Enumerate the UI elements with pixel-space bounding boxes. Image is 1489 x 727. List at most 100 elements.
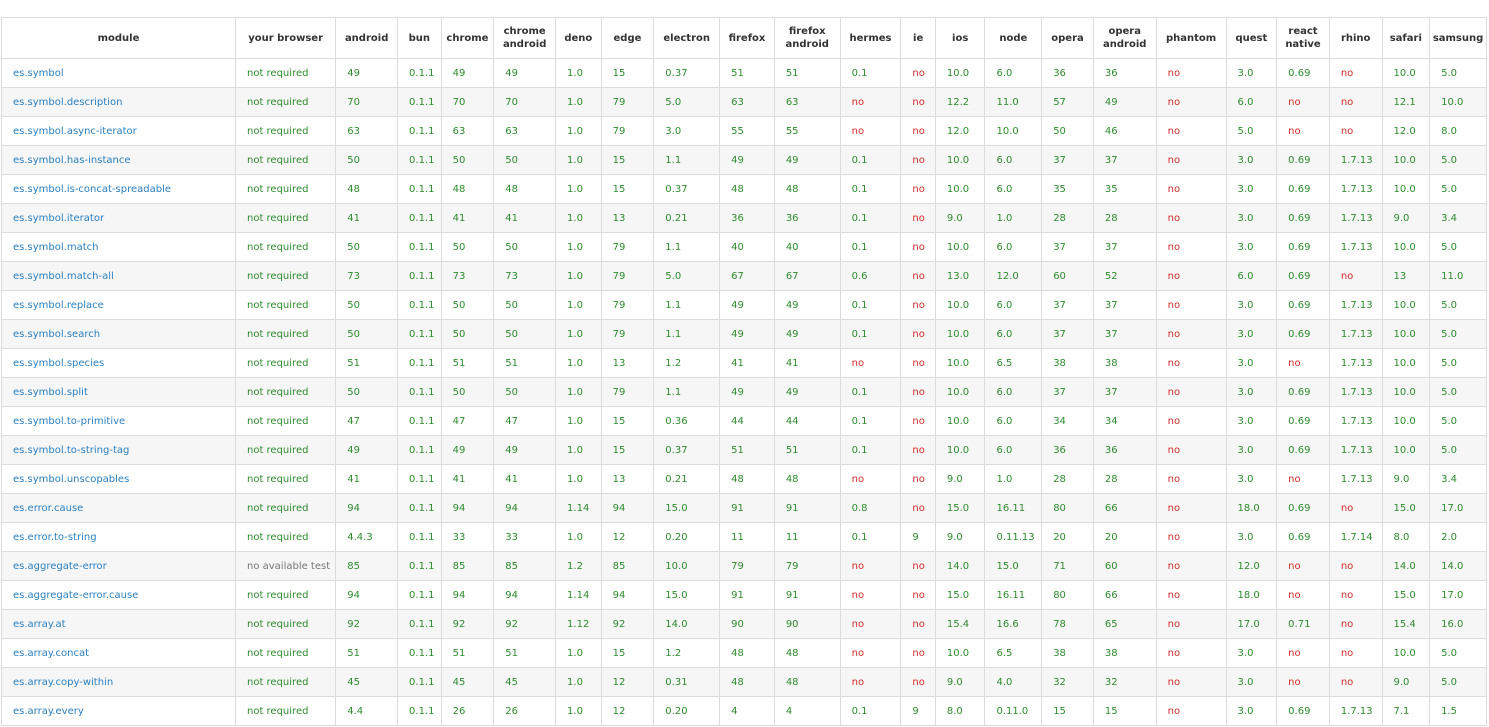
version-cell: 0.1 xyxy=(839,435,902,465)
version-cell: 79 xyxy=(600,319,655,349)
module-link[interactable]: es.symbol.to-primitive xyxy=(1,406,236,436)
version-cell: no xyxy=(1328,551,1383,581)
version-cell: 49 xyxy=(773,290,841,320)
version-cell: 6.0 xyxy=(984,377,1043,407)
version-cell: 1.0 xyxy=(555,232,602,262)
module-link[interactable]: es.error.cause xyxy=(1,493,236,523)
module-link[interactable]: es.array.concat xyxy=(1,638,236,668)
column-header-deno: deno xyxy=(555,17,602,59)
module-link[interactable]: es.aggregate-error xyxy=(1,551,236,581)
version-cell: 70 xyxy=(440,87,495,117)
version-cell: 1.7.13 xyxy=(1328,174,1383,204)
version-cell: 48 xyxy=(440,174,495,204)
column-header-phantom: phantom xyxy=(1155,17,1227,59)
version-cell: 79 xyxy=(600,232,655,262)
module-link[interactable]: es.symbol.search xyxy=(1,319,236,349)
module-link[interactable]: es.symbol.iterator xyxy=(1,203,236,233)
version-cell: no xyxy=(1155,290,1227,320)
version-cell: 15.0 xyxy=(653,580,721,610)
version-cell: 38 xyxy=(1041,638,1094,668)
version-cell: 12 xyxy=(600,522,655,552)
table-row: es.symbol.has-instance not required 50 0.1.… xyxy=(1,145,1487,175)
version-cell: 49 xyxy=(719,290,775,320)
table-row: es.symbol.species not required 51 0.1.1 51 51… xyxy=(1,348,1487,378)
version-cell: 10.0 xyxy=(934,290,986,320)
module-link[interactable]: es.symbol.has-instance xyxy=(1,145,236,175)
version-cell: 15.0 xyxy=(1381,493,1431,523)
version-cell: 41 xyxy=(335,464,399,494)
module-link[interactable]: es.array.every xyxy=(1,696,236,726)
module-link[interactable]: es.aggregate-error.cause xyxy=(1,580,236,610)
version-cell: 10.0 xyxy=(1381,319,1431,349)
version-cell: 12 xyxy=(600,667,655,697)
module-link[interactable]: es.symbol.match-all xyxy=(1,261,236,291)
version-cell: 0.69 xyxy=(1276,174,1330,204)
module-link[interactable]: es.symbol.async-iterator xyxy=(1,116,236,146)
version-cell: 15.4 xyxy=(1381,609,1431,639)
version-cell: 1.0 xyxy=(555,406,602,436)
module-link[interactable]: es.symbol.is-concat-spreadable xyxy=(1,174,236,204)
version-cell: 11.0 xyxy=(984,87,1043,117)
module-link[interactable]: es.symbol.match xyxy=(1,232,236,262)
version-cell: 79 xyxy=(600,377,655,407)
version-cell: 0.21 xyxy=(653,203,721,233)
version-cell: 10.0 xyxy=(934,58,986,88)
module-link[interactable]: es.symbol.species xyxy=(1,348,236,378)
version-cell: 90 xyxy=(773,609,841,639)
version-cell: 92 xyxy=(600,609,655,639)
version-cell: 50 xyxy=(440,290,495,320)
version-cell: 0.69 xyxy=(1276,232,1330,262)
version-cell: no xyxy=(1276,464,1330,494)
version-cell: not required xyxy=(234,319,337,349)
version-cell: 0.69 xyxy=(1276,261,1330,291)
version-cell: 5.0 xyxy=(1429,348,1487,378)
version-cell: 4 xyxy=(773,696,841,726)
version-cell: not required xyxy=(234,174,337,204)
version-cell: 10.0 xyxy=(934,232,986,262)
version-cell: 0.1 xyxy=(839,232,902,262)
version-cell: no xyxy=(900,116,936,146)
module-link[interactable]: es.symbol xyxy=(1,58,236,88)
version-cell: 49 xyxy=(719,377,775,407)
version-cell: 0.1.1 xyxy=(397,232,442,262)
module-link[interactable]: es.symbol.replace xyxy=(1,290,236,320)
version-cell: 49 xyxy=(1092,87,1157,117)
version-cell: 32 xyxy=(1092,667,1157,697)
version-cell: 5.0 xyxy=(653,87,721,117)
module-link[interactable]: es.symbol.to-string-tag xyxy=(1,435,236,465)
table-row: es.aggregate-error no available test 85 0.1… xyxy=(1,551,1487,581)
version-cell: no xyxy=(900,261,936,291)
version-cell: 12.0 xyxy=(984,261,1043,291)
version-cell: 15 xyxy=(600,58,655,88)
version-cell: 9 xyxy=(900,522,936,552)
version-cell: 6.0 xyxy=(984,319,1043,349)
module-link[interactable]: es.symbol.unscopables xyxy=(1,464,236,494)
version-cell: 38 xyxy=(1092,348,1157,378)
version-cell: 85 xyxy=(600,551,655,581)
module-link[interactable]: es.error.to-string xyxy=(1,522,236,552)
module-link[interactable]: es.array.at xyxy=(1,609,236,639)
version-cell: 17.0 xyxy=(1429,493,1487,523)
version-cell: 70 xyxy=(493,87,557,117)
version-cell: 0.1.1 xyxy=(397,174,442,204)
version-cell: 0.21 xyxy=(653,464,721,494)
version-cell: 94 xyxy=(440,580,495,610)
header-row: module your browser android bun chrome chrome… xyxy=(1,17,1487,59)
version-cell: no xyxy=(900,609,936,639)
version-cell: 5.0 xyxy=(1429,58,1487,88)
version-cell: no xyxy=(1155,348,1227,378)
version-cell: 10.0 xyxy=(1381,435,1431,465)
version-cell: 3.0 xyxy=(1225,319,1278,349)
version-cell: 10.0 xyxy=(1381,174,1431,204)
version-cell: 3.0 xyxy=(1225,638,1278,668)
version-cell: 0.69 xyxy=(1276,406,1330,436)
version-cell: 41 xyxy=(493,203,557,233)
module-link[interactable]: es.array.copy-within xyxy=(1,667,236,697)
module-link[interactable]: es.symbol.split xyxy=(1,377,236,407)
version-cell: no xyxy=(1155,319,1227,349)
module-link[interactable]: es.symbol.description xyxy=(1,87,236,117)
version-cell: 18.0 xyxy=(1225,580,1278,610)
version-cell: no xyxy=(1155,87,1227,117)
version-cell: 1.1 xyxy=(653,319,721,349)
column-header-bun: bun xyxy=(397,17,442,59)
